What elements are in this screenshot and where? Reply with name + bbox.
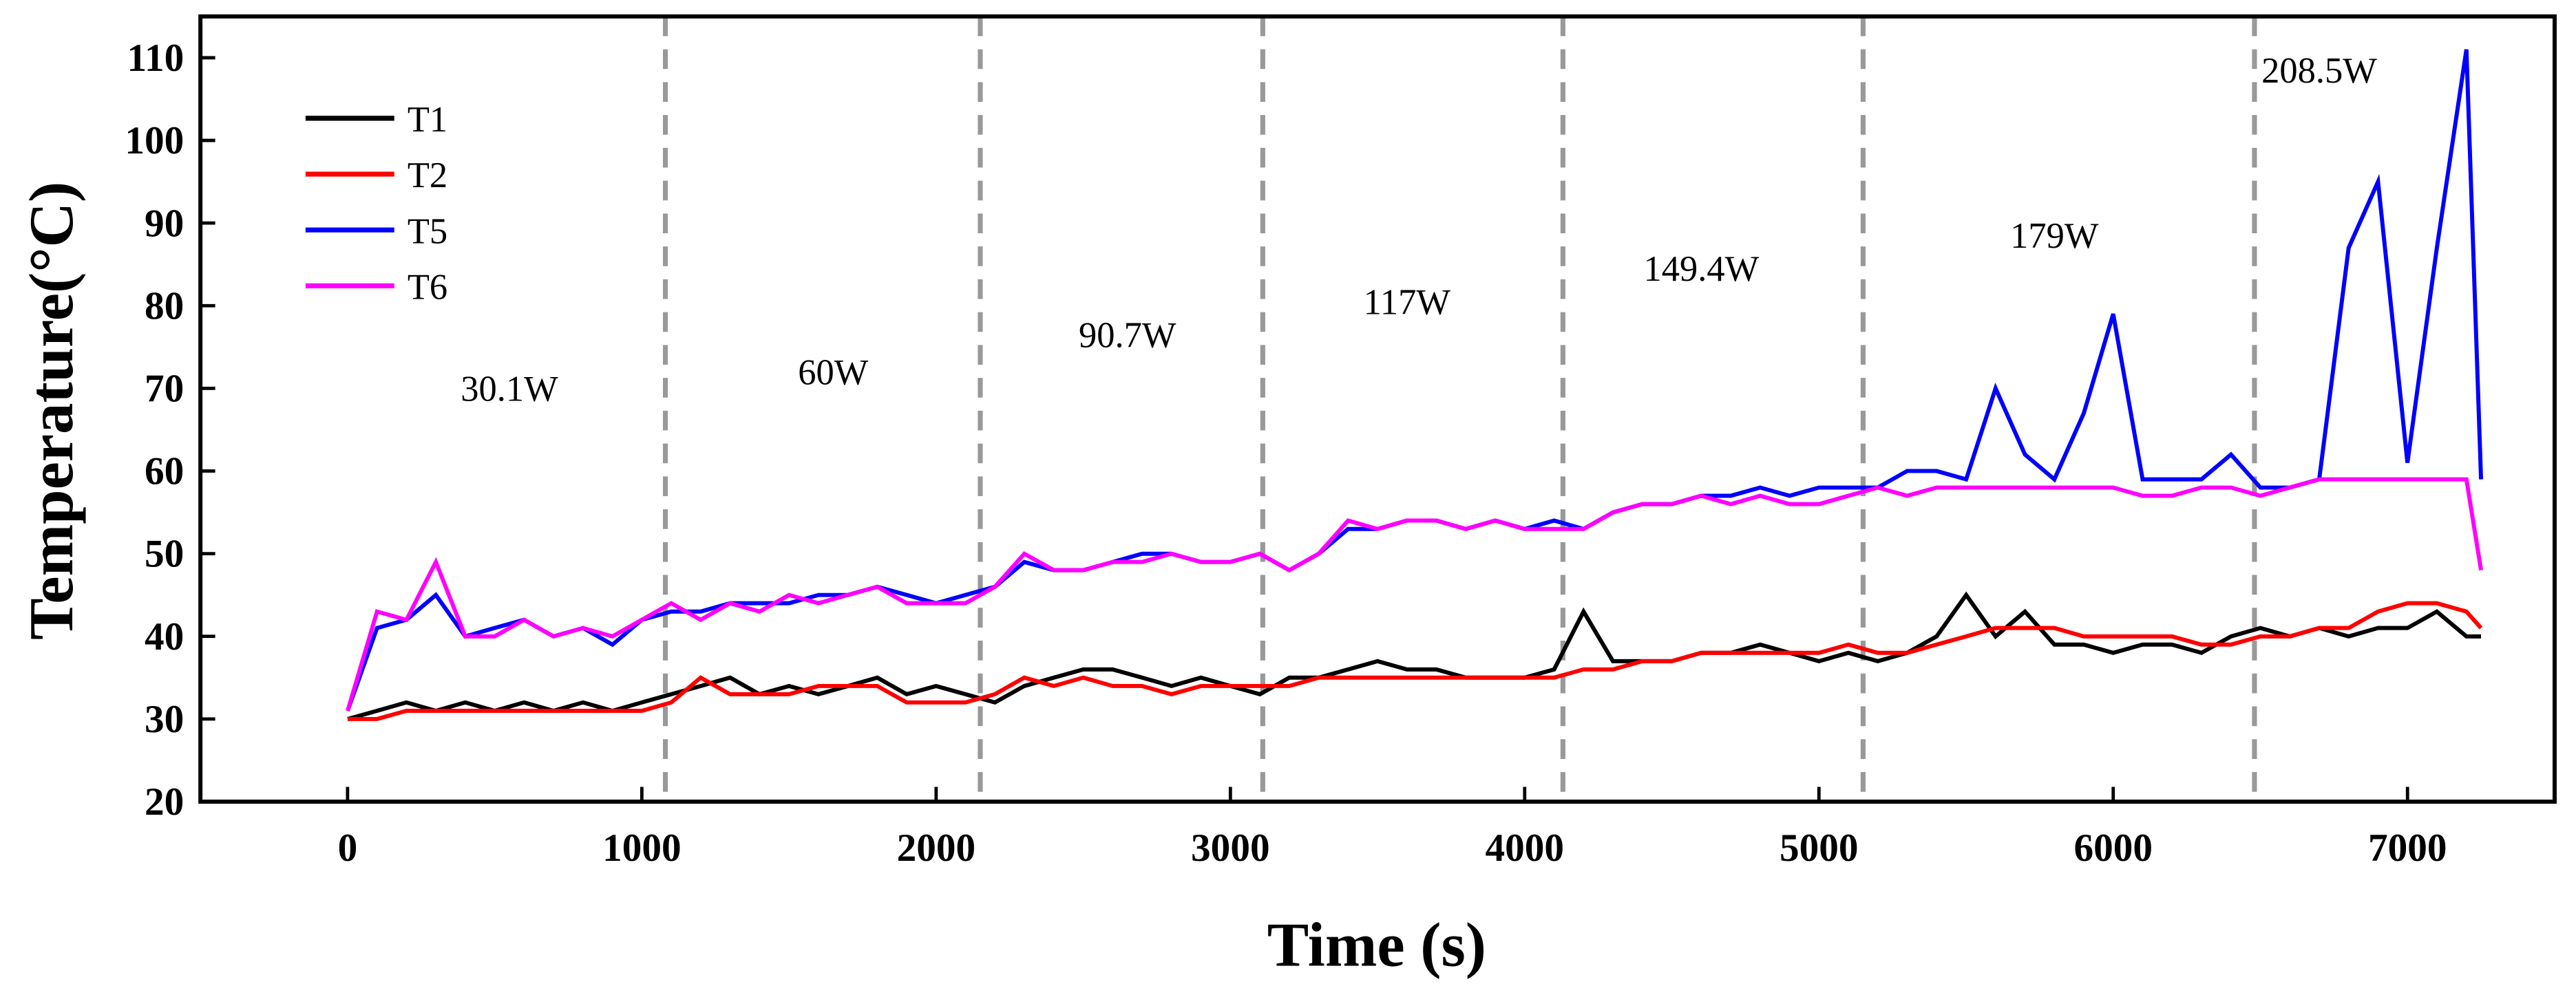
annotation: 149.4W <box>1643 249 1759 289</box>
x-tick-label: 0 <box>338 826 358 870</box>
x-axis-label: Time (s) <box>1267 910 1486 980</box>
x-tick-label: 7000 <box>2368 826 2447 870</box>
x-tick-label: 4000 <box>1486 826 1565 870</box>
series-line <box>347 601 2483 721</box>
y-tick-label: 70 <box>145 367 184 411</box>
legend-label: T2 <box>408 156 447 195</box>
series-line <box>346 477 2484 712</box>
y-tick-label: 110 <box>127 36 184 80</box>
x-tick-label: 1000 <box>602 826 682 870</box>
annotation: 30.1W <box>461 369 558 409</box>
y-tick-label: 30 <box>145 698 184 741</box>
y-tick-label: 40 <box>145 615 184 659</box>
y-axis-label: Temperature(°C) <box>17 182 86 640</box>
annotation: 60W <box>798 352 868 392</box>
legend-label: T1 <box>408 100 447 140</box>
y-tick-label: 90 <box>145 202 184 245</box>
legend-label: T5 <box>408 211 447 251</box>
annotation: 208.5W <box>2261 51 2377 91</box>
series-line <box>347 591 2482 721</box>
y-tick-label: 20 <box>145 780 184 824</box>
annotation: 117W <box>1364 282 1451 322</box>
y-tick-label: 100 <box>125 119 184 162</box>
y-tick-label: 50 <box>145 533 184 576</box>
y-tick-label: 60 <box>145 450 184 493</box>
x-tick-label: 5000 <box>1780 826 1859 870</box>
x-tick-label: 6000 <box>2074 826 2153 870</box>
annotation: 90.7W <box>1079 315 1176 355</box>
plot-frame <box>198 14 2557 804</box>
x-tick-label: 3000 <box>1191 826 1270 870</box>
y-tick-label: 80 <box>145 284 184 328</box>
x-tick-label: 2000 <box>897 826 976 870</box>
annotation: 179W <box>2010 216 2099 256</box>
legend-label: T6 <box>408 267 447 307</box>
